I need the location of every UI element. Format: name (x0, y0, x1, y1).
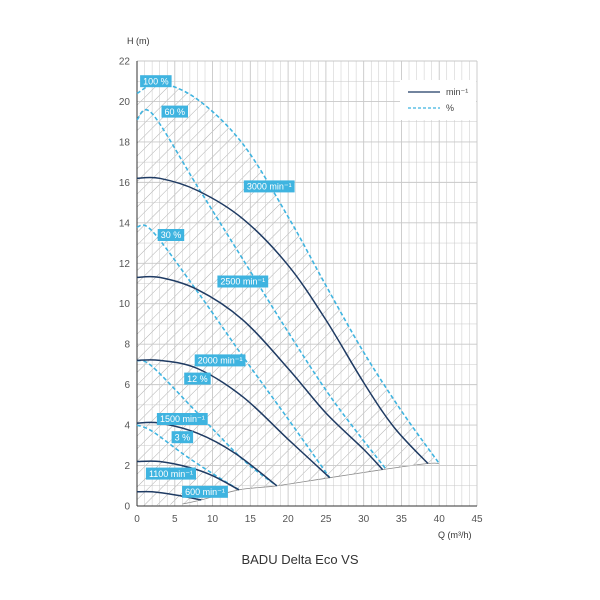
curve-label-2000-min: 2000 min⁻¹ (194, 354, 246, 367)
legend: min⁻¹ % (400, 80, 476, 120)
curve-label-60: 60 % (161, 105, 188, 118)
curve-label-100: 100 % (140, 75, 172, 88)
curve-label-text: 3000 min⁻¹ (247, 182, 292, 192)
y-tick-label: 4 (124, 421, 130, 432)
y-tick-label: 8 (124, 340, 130, 351)
curve-label-tag (182, 485, 228, 498)
curve-label-1500-min: 1500 min⁻¹ (156, 413, 208, 425)
curve-label-text: 600 min⁻¹ (185, 487, 225, 497)
speed-curve-2500-min (136, 275, 384, 471)
y-tick-label: 12 (119, 259, 131, 270)
y-tick-label: 0 (124, 502, 130, 513)
curve-label-tag (145, 467, 196, 480)
x-tick-label: 10 (207, 514, 219, 525)
percent-curve-60 (136, 108, 387, 471)
curve-label-12: 12 % (184, 372, 211, 385)
curve-label-tag (194, 354, 246, 367)
y-tick-label: 10 (119, 299, 131, 310)
curve-label-tag (243, 180, 295, 193)
x-tick-label: 40 (434, 514, 446, 525)
curve-label-tag (161, 105, 188, 118)
y-tick-label: 18 (119, 137, 131, 148)
curve-label-600-min: 600 min⁻¹ (182, 485, 228, 498)
x-tick-label: 45 (471, 514, 483, 525)
curve-label-tag (217, 275, 269, 288)
curve-label-text: 60 % (165, 107, 186, 117)
y-tick-label: 14 (119, 218, 131, 229)
curve-label-text: 1100 min⁻¹ (149, 469, 193, 479)
curve-label-tag (171, 431, 194, 444)
axes: 0 5 10 15 20 25 30 35 40 45 0 2 4 6 8 10 12 14 16 18 20 22 (119, 57, 483, 526)
x-tick-label: 25 (320, 514, 332, 525)
curve-label-30: 30 % (157, 229, 185, 241)
legend-box (400, 80, 476, 120)
curve-label-tag (156, 413, 208, 425)
x-tick-label: 20 (283, 514, 295, 525)
curve-label-2500-min: 2500 min⁻¹ (217, 275, 269, 288)
curve-label-1100-min: 1100 min⁻¹ (145, 467, 196, 480)
x-axis-title: Q (m³/h) (438, 530, 472, 540)
curve-label-tag (184, 372, 211, 385)
y-tick-label: 16 (119, 178, 131, 189)
percent-curve-30 (136, 224, 331, 479)
curve-label-3000-min: 3000 min⁻¹ (243, 180, 295, 193)
legend-label-percent: % (446, 103, 454, 113)
percent-curve-100 (136, 82, 440, 464)
y-tick-label: 22 (119, 57, 131, 68)
chart-caption: BADU Delta Eco VS (241, 552, 359, 567)
percent-curve-3 (136, 424, 240, 491)
speed-curve-1500-min (136, 421, 278, 487)
curve-label-text: 100 % (143, 76, 169, 86)
x-tick-label: 35 (396, 514, 408, 525)
curve-label-tag (157, 229, 185, 241)
curve-label-text: 3 % (175, 432, 191, 442)
x-tick-label: 15 (245, 514, 257, 525)
y-tick-label: 20 (119, 97, 131, 108)
min-boundary-line (182, 462, 440, 505)
y-tick-label: 6 (124, 380, 130, 391)
curve-label-text: 1500 min⁻¹ (160, 414, 205, 424)
curve-labels: 100 % 60 % 3000 min⁻¹ 30 % 2500 min⁻¹ 2000 mi… (140, 75, 295, 498)
curve-label-text: 30 % (161, 230, 182, 240)
curve-label-tag (140, 75, 172, 88)
curve-label-text: 2000 min⁻¹ (198, 356, 243, 366)
legend-label-speed: min⁻¹ (446, 87, 468, 97)
curves (136, 82, 440, 501)
curve-label-text: 2500 min⁻¹ (220, 277, 265, 287)
x-tick-label: 5 (172, 514, 178, 525)
speed-curve-3000-min (136, 176, 429, 465)
y-tick-label: 2 (124, 461, 130, 472)
curve-label-3: 3 % (171, 431, 194, 444)
x-tick-label: 30 (358, 514, 370, 525)
y-axis-title: H (m) (127, 36, 150, 46)
x-tick-label: 0 (134, 514, 140, 525)
curve-label-text: 12 % (187, 374, 208, 384)
speed-curve-2000-min (136, 359, 331, 479)
